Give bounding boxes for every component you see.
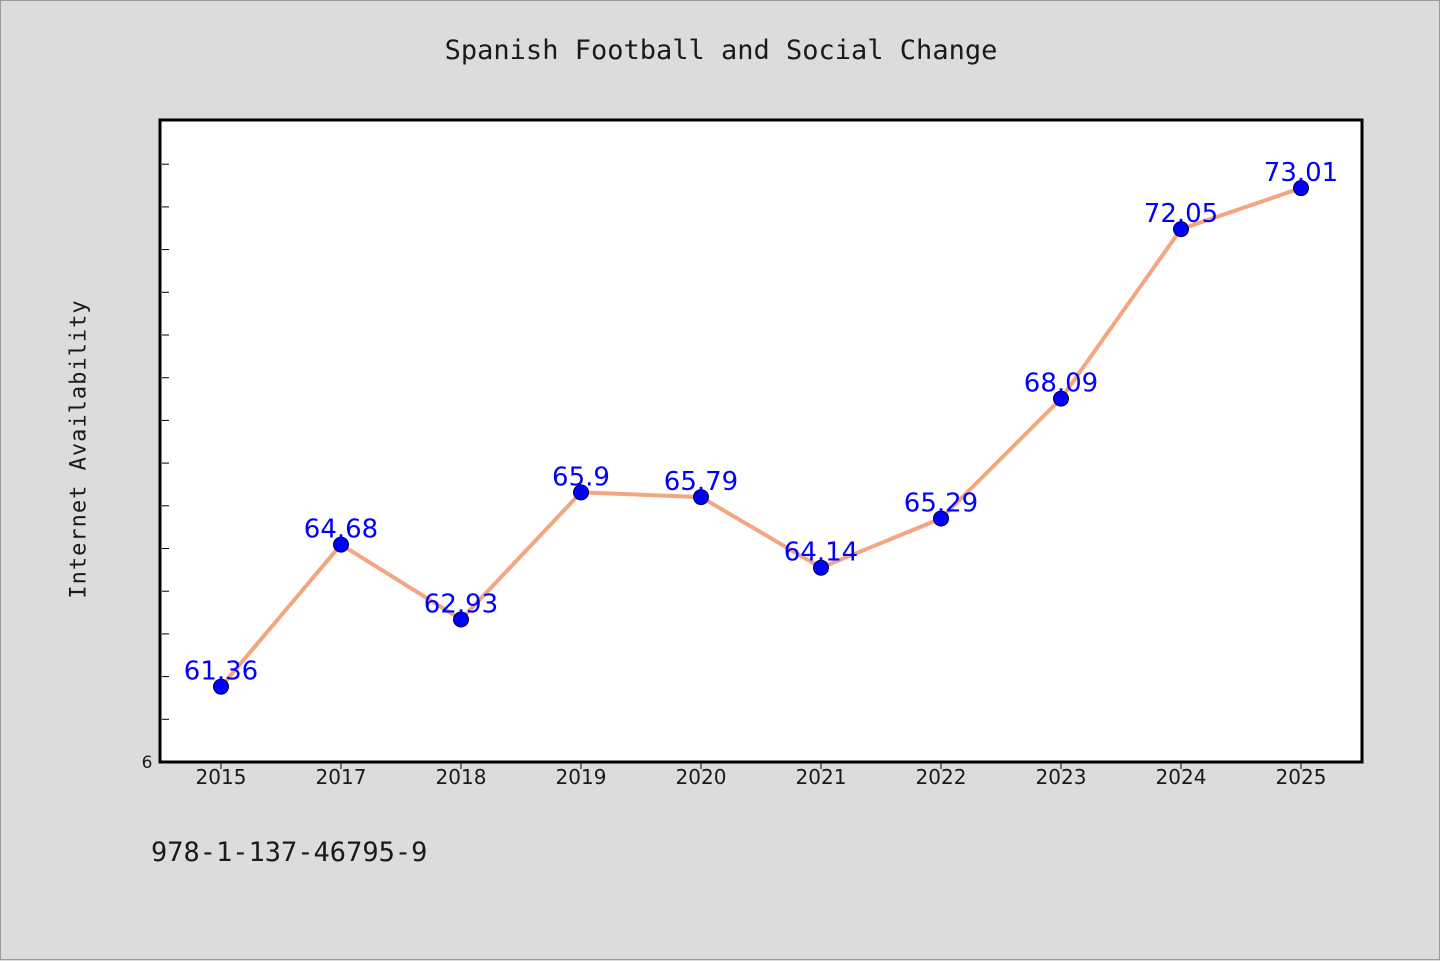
- y-tick-label: 6: [142, 753, 153, 773]
- data-point: [1173, 221, 1189, 238]
- plot-background: [158, 118, 1364, 764]
- x-tick-label: 2015: [196, 765, 247, 789]
- data-label: 68.09: [1024, 369, 1098, 399]
- chart-title: Spanish Football and Social Change: [444, 35, 998, 66]
- data-label: 72.05: [1144, 199, 1218, 229]
- x-tick-label: 2020: [676, 765, 727, 789]
- x-tick-label: 2022: [916, 765, 967, 789]
- data-point: [453, 611, 469, 628]
- data-point: [933, 510, 949, 527]
- data-point: [1053, 390, 1069, 407]
- data-label: 64.68: [304, 515, 378, 545]
- data-label: 62.93: [424, 589, 498, 619]
- data-markers: [213, 180, 1309, 695]
- data-point: [813, 559, 829, 576]
- x-axis-ticks: 2015 2017 2018 2019 2020 2021 2022 2023 2024 2025: [196, 762, 1327, 789]
- x-tick-label: 2024: [1156, 765, 1207, 789]
- data-point: [573, 484, 589, 501]
- x-tick-label: 2018: [436, 765, 487, 789]
- data-label: 65.9: [552, 462, 610, 492]
- data-label: 73.01: [1264, 158, 1338, 188]
- x-tick-label: 2025: [1276, 765, 1327, 789]
- data-labels: 61.36 64.68 62.93 65.9 65.79 64.14 65.29 68.09 7…: [184, 158, 1338, 687]
- data-label: 65.79: [664, 467, 738, 497]
- isbn-footer: 978-1-137-46795-9: [151, 837, 428, 868]
- data-point: [333, 536, 349, 553]
- data-point: [1293, 180, 1309, 197]
- series-line-group: [219, 186, 1303, 689]
- y-axis-ticks: [162, 163, 169, 720]
- data-label: 65.29: [904, 488, 978, 518]
- x-tick-label: 2021: [796, 765, 847, 789]
- x-tick-label: 2023: [1036, 765, 1087, 789]
- data-point: [693, 489, 709, 506]
- data-label: 64.14: [784, 538, 858, 568]
- series-line: [219, 186, 1303, 689]
- x-tick-label: 2017: [316, 765, 367, 789]
- data-label: 61.36: [184, 657, 258, 687]
- x-tick-label: 2019: [556, 765, 607, 789]
- data-point: [213, 678, 229, 695]
